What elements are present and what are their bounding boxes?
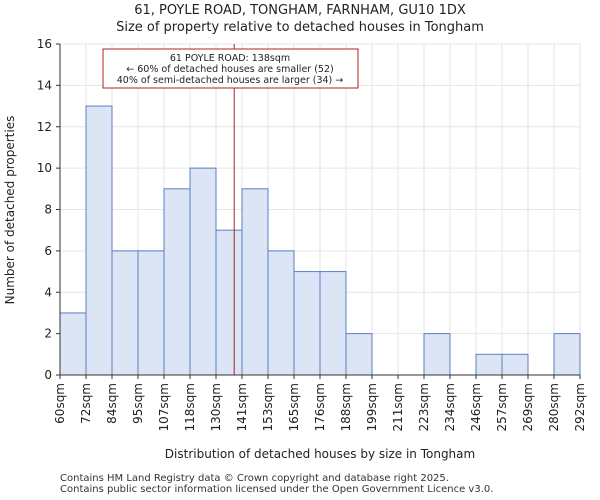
x-tick-label: 223sqm bbox=[417, 383, 431, 431]
x-tick-label: 176sqm bbox=[313, 383, 327, 431]
bar bbox=[59, 312, 87, 376]
bar bbox=[267, 250, 295, 376]
x-tick-label: 107sqm bbox=[157, 383, 171, 431]
bar bbox=[553, 333, 581, 376]
annotation-border bbox=[102, 48, 359, 89]
y-tick-label: 12 bbox=[37, 120, 52, 134]
x-ticks: 60sqm 72sqm 84sqm 95sqm 107sqm 118sqm 130sqm 14… bbox=[53, 375, 587, 431]
x-tick-label: 118sqm bbox=[183, 383, 197, 431]
bar bbox=[501, 353, 529, 376]
y-ticks: 0 2 4 6 8 10 12 14 16 bbox=[37, 37, 60, 382]
annotation-line-1: 61 POYLE ROAD: 138sqm bbox=[170, 53, 290, 64]
x-tick-label: 257sqm bbox=[495, 383, 509, 431]
bar bbox=[293, 271, 321, 376]
bar bbox=[345, 333, 373, 376]
x-tick-label: 199sqm bbox=[365, 383, 379, 431]
y-tick-label: 4 bbox=[44, 285, 52, 299]
annotation-line-2: ← 60% of detached houses are smaller (52… bbox=[126, 64, 333, 75]
y-tick-label: 10 bbox=[37, 161, 52, 175]
bar bbox=[475, 353, 503, 376]
x-tick-label: 269sqm bbox=[521, 383, 535, 431]
bar bbox=[319, 271, 347, 376]
chart-subtitle: Size of property relative to detached ho… bbox=[116, 20, 484, 35]
x-tick-label: 280sqm bbox=[547, 383, 561, 431]
footer-licence: Contains public sector information licen… bbox=[60, 484, 494, 495]
x-tick-label: 95sqm bbox=[131, 383, 145, 424]
x-tick-label: 84sqm bbox=[105, 383, 119, 424]
bar bbox=[241, 188, 269, 376]
x-tick-label: 72sqm bbox=[79, 383, 93, 424]
bar bbox=[423, 333, 451, 376]
x-tick-label: 188sqm bbox=[339, 383, 353, 431]
x-tick-label: 153sqm bbox=[261, 383, 275, 431]
x-tick-label: 246sqm bbox=[469, 383, 483, 431]
y-tick-label: 8 bbox=[44, 203, 52, 217]
bar bbox=[111, 250, 139, 376]
bar bbox=[85, 105, 113, 376]
x-axis-label: Distribution of detached houses by size … bbox=[165, 447, 475, 461]
bars bbox=[59, 105, 581, 376]
bar bbox=[215, 229, 243, 376]
bar bbox=[163, 188, 191, 376]
annotation-box: 61 POYLE ROAD: 138sqm ← 60% of detached … bbox=[102, 48, 359, 89]
bar bbox=[189, 167, 217, 376]
x-tick-label: 292sqm bbox=[573, 383, 587, 431]
annotation-line-3: 40% of semi-detached houses are larger (… bbox=[117, 75, 344, 86]
x-tick-label: 165sqm bbox=[287, 383, 301, 431]
x-tick-label: 130sqm bbox=[209, 383, 223, 431]
x-tick-label: 141sqm bbox=[235, 383, 249, 431]
y-tick-label: 2 bbox=[44, 327, 52, 341]
y-tick-label: 0 bbox=[44, 368, 52, 382]
x-tick-label: 60sqm bbox=[53, 383, 67, 424]
x-tick-label: 211sqm bbox=[391, 383, 405, 431]
y-axis-label: Number of detached properties bbox=[3, 116, 17, 305]
y-tick-label: 14 bbox=[37, 78, 52, 92]
y-tick-label: 16 bbox=[37, 37, 52, 51]
y-tick-label: 6 bbox=[44, 244, 52, 258]
bar bbox=[137, 250, 165, 376]
page-title: 61, POYLE ROAD, TONGHAM, FARNHAM, GU10 1… bbox=[134, 3, 466, 18]
x-tick-label: 234sqm bbox=[443, 383, 457, 431]
footer-copyright: Contains HM Land Registry data © Crown c… bbox=[60, 473, 449, 484]
